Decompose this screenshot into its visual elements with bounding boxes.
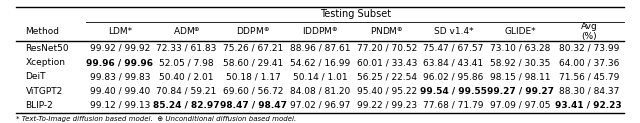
Text: 52.05 / 7.98: 52.05 / 7.98 xyxy=(159,58,214,67)
Text: 99.96 / 99.96: 99.96 / 99.96 xyxy=(86,58,153,67)
Text: DeiT: DeiT xyxy=(26,72,46,81)
Text: PNDM$^{\oplus}$: PNDM$^{\oplus}$ xyxy=(370,25,404,37)
Text: 69.60 / 56.72: 69.60 / 56.72 xyxy=(223,87,284,96)
Text: 60.01 / 33.43: 60.01 / 33.43 xyxy=(356,58,417,67)
Text: ADM$^{\oplus}$: ADM$^{\oplus}$ xyxy=(173,25,200,37)
Text: 98.47 / 98.47: 98.47 / 98.47 xyxy=(220,101,287,110)
Text: 58.60 / 29.41: 58.60 / 29.41 xyxy=(223,58,284,67)
Text: 56.25 / 22.54: 56.25 / 22.54 xyxy=(356,72,417,81)
Text: 54.62 / 16.99: 54.62 / 16.99 xyxy=(290,58,350,67)
Text: 99.83 / 99.83: 99.83 / 99.83 xyxy=(90,72,150,81)
Text: Xception: Xception xyxy=(26,58,65,67)
Text: * Text-To-Image diffusion based model.  ⊕ Unconditional diffusion based model.: * Text-To-Image diffusion based model. ⊕… xyxy=(16,116,296,122)
Text: 88.30 / 84.37: 88.30 / 84.37 xyxy=(559,87,619,96)
Text: 64.00 / 37.36: 64.00 / 37.36 xyxy=(559,58,619,67)
Text: 84.08 / 81.20: 84.08 / 81.20 xyxy=(290,87,350,96)
Text: 75.47 / 67.57: 75.47 / 67.57 xyxy=(423,44,484,53)
Text: 99.92 / 99.92: 99.92 / 99.92 xyxy=(90,44,150,53)
Text: 77.68 / 71.79: 77.68 / 71.79 xyxy=(423,101,484,110)
Text: 98.15 / 98.11: 98.15 / 98.11 xyxy=(490,72,550,81)
Text: 99.40 / 99.40: 99.40 / 99.40 xyxy=(90,87,150,96)
Text: 99.22 / 99.23: 99.22 / 99.23 xyxy=(356,101,417,110)
Text: 58.92 / 30.35: 58.92 / 30.35 xyxy=(490,58,550,67)
Text: Method: Method xyxy=(26,27,60,36)
Text: ResNet50: ResNet50 xyxy=(26,44,69,53)
Text: 63.84 / 43.41: 63.84 / 43.41 xyxy=(424,58,484,67)
Text: 73.10 / 63.28: 73.10 / 63.28 xyxy=(490,44,550,53)
Text: ViTGPT2: ViTGPT2 xyxy=(26,87,63,96)
Text: Avg
(%): Avg (%) xyxy=(580,22,597,41)
Text: BLIP-2: BLIP-2 xyxy=(26,101,53,110)
Text: 70.84 / 59.21: 70.84 / 59.21 xyxy=(156,87,216,96)
Text: 50.18 / 1.17: 50.18 / 1.17 xyxy=(226,72,280,81)
Text: 75.26 / 67.21: 75.26 / 67.21 xyxy=(223,44,284,53)
Text: DDPM$^{\oplus}$: DDPM$^{\oplus}$ xyxy=(236,25,270,37)
Text: 99.27 / 99.27: 99.27 / 99.27 xyxy=(487,87,554,96)
Text: 96.02 / 95.86: 96.02 / 95.86 xyxy=(423,72,484,81)
Text: 99.54 / 99.55: 99.54 / 99.55 xyxy=(420,87,487,96)
Text: 93.41 / 92.23: 93.41 / 92.23 xyxy=(556,101,622,110)
Text: Testing Subset: Testing Subset xyxy=(319,9,391,19)
Text: 72.33 / 61.83: 72.33 / 61.83 xyxy=(156,44,217,53)
Text: LDM*: LDM* xyxy=(108,27,132,36)
Text: 80.32 / 73.99: 80.32 / 73.99 xyxy=(559,44,619,53)
Text: 88.96 / 87.61: 88.96 / 87.61 xyxy=(290,44,350,53)
Text: 50.40 / 2.01: 50.40 / 2.01 xyxy=(159,72,214,81)
Text: IDDPM$^{\oplus}$: IDDPM$^{\oplus}$ xyxy=(301,25,339,37)
Text: 50.14 / 1.01: 50.14 / 1.01 xyxy=(292,72,348,81)
Text: 95.40 / 95.22: 95.40 / 95.22 xyxy=(356,87,417,96)
Text: 85.24 / 82.97: 85.24 / 82.97 xyxy=(153,101,220,110)
Text: 99.12 / 99.13: 99.12 / 99.13 xyxy=(90,101,150,110)
Text: SD v1.4*: SD v1.4* xyxy=(434,27,474,36)
Text: 97.02 / 96.97: 97.02 / 96.97 xyxy=(290,101,350,110)
Text: 77.20 / 70.52: 77.20 / 70.52 xyxy=(356,44,417,53)
Text: GLIDE*: GLIDE* xyxy=(504,27,536,36)
Text: 71.56 / 45.79: 71.56 / 45.79 xyxy=(559,72,619,81)
Text: 97.09 / 97.05: 97.09 / 97.05 xyxy=(490,101,550,110)
